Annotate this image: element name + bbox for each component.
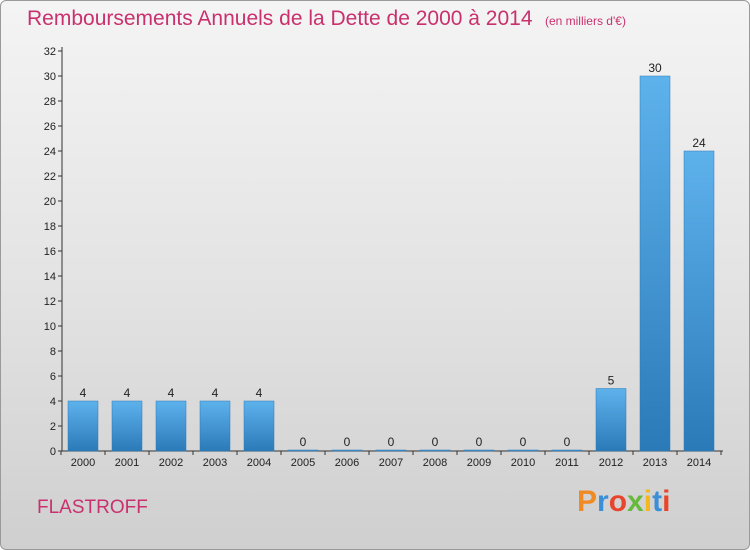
bar-2014 — [683, 150, 715, 452]
y-tick-label: 2 — [50, 421, 56, 433]
y-tick-label: 16 — [44, 246, 56, 258]
y-tick-label: 0 — [50, 446, 56, 458]
value-label-2007: 0 — [388, 435, 395, 449]
bar-2005 — [287, 449, 319, 452]
y-tick-label: 18 — [44, 221, 56, 233]
value-label-2009: 0 — [476, 435, 483, 449]
brand-letter: t — [652, 485, 663, 518]
y-tick-label: 20 — [44, 196, 56, 208]
x-tick-label-2010: 2010 — [511, 457, 535, 469]
value-label-2005: 0 — [300, 435, 307, 449]
bar-2004 — [243, 400, 275, 452]
value-label-2012: 5 — [608, 374, 615, 388]
x-tick-label-2005: 2005 — [291, 457, 315, 469]
bar-2007 — [375, 449, 407, 452]
chart-labels: 4 2000 4 2001 4 2002 4 2003 4 2004 0 2005 0 2006 0 2007… — [71, 61, 711, 469]
value-label-2014: 24 — [692, 136, 706, 150]
y-tick-label: 12 — [44, 296, 56, 308]
bar-2006 — [331, 449, 363, 452]
x-tick-label-2001: 2001 — [115, 457, 139, 469]
x-tick-label-2012: 2012 — [599, 457, 623, 469]
brand-letter: r — [597, 485, 609, 518]
bar-2001 — [111, 400, 143, 452]
y-tick-label: 6 — [50, 371, 56, 383]
y-tick-label: 14 — [44, 271, 56, 283]
bar-2010 — [507, 449, 539, 452]
bar-2013 — [639, 75, 671, 452]
brand-letter: P — [577, 485, 598, 518]
value-label-2003: 4 — [212, 386, 219, 400]
x-tick-label-2008: 2008 — [423, 457, 447, 469]
chart-title: Remboursements Annuels de la Dette de 20… — [27, 7, 533, 30]
value-label-2004: 4 — [256, 386, 263, 400]
brand-letter: x — [627, 485, 644, 518]
y-tick-label: 24 — [44, 146, 56, 158]
bar-2012 — [595, 388, 627, 452]
y-tick-label: 10 — [44, 321, 56, 333]
chart-bars — [67, 75, 715, 452]
x-tick-label-2006: 2006 — [335, 457, 359, 469]
x-tick-label-2007: 2007 — [379, 457, 403, 469]
bar-2009 — [463, 449, 495, 452]
value-label-2010: 0 — [520, 435, 527, 449]
value-label-2013: 30 — [648, 61, 662, 75]
x-tick-label-2004: 2004 — [247, 457, 271, 469]
x-tick-label-2013: 2013 — [643, 457, 667, 469]
chart-unit: (en milliers d'€) — [544, 14, 626, 28]
y-tick-label: 32 — [44, 46, 56, 58]
y-tick-label: 22 — [44, 171, 56, 183]
x-tick-label-2002: 2002 — [159, 457, 183, 469]
y-tick-label: 8 — [50, 346, 56, 358]
value-label-2001: 4 — [124, 386, 131, 400]
bar-2002 — [155, 400, 187, 452]
x-tick-label-2014: 2014 — [687, 457, 711, 469]
y-tick-label: 4 — [50, 396, 56, 408]
x-tick-label-2000: 2000 — [71, 457, 95, 469]
bar-2003 — [199, 400, 231, 452]
value-label-2006: 0 — [344, 435, 351, 449]
brand-logo: Proxiti — [577, 485, 670, 519]
x-tick-label-2009: 2009 — [467, 457, 491, 469]
y-tick-label: 30 — [44, 71, 56, 83]
brand-letter: i — [643, 485, 653, 518]
value-label-2011: 0 — [564, 435, 571, 449]
bar-2011 — [551, 449, 583, 452]
x-tick-label-2011: 2011 — [555, 457, 579, 469]
x-tick-label-2003: 2003 — [203, 457, 227, 469]
bar-2000 — [67, 400, 99, 452]
y-tick-label: 28 — [44, 96, 56, 108]
value-label-2002: 4 — [168, 386, 175, 400]
value-label-2000: 4 — [80, 386, 87, 400]
brand-letter: i — [662, 485, 671, 518]
commune-name: FLASTROFF — [37, 497, 148, 518]
chart-header: Remboursements Annuels de la Dette de 20… — [27, 7, 626, 31]
bar-2008 — [419, 449, 451, 452]
brand-letter: o — [608, 485, 628, 518]
y-tick-label: 26 — [44, 121, 56, 133]
value-label-2008: 0 — [432, 435, 439, 449]
